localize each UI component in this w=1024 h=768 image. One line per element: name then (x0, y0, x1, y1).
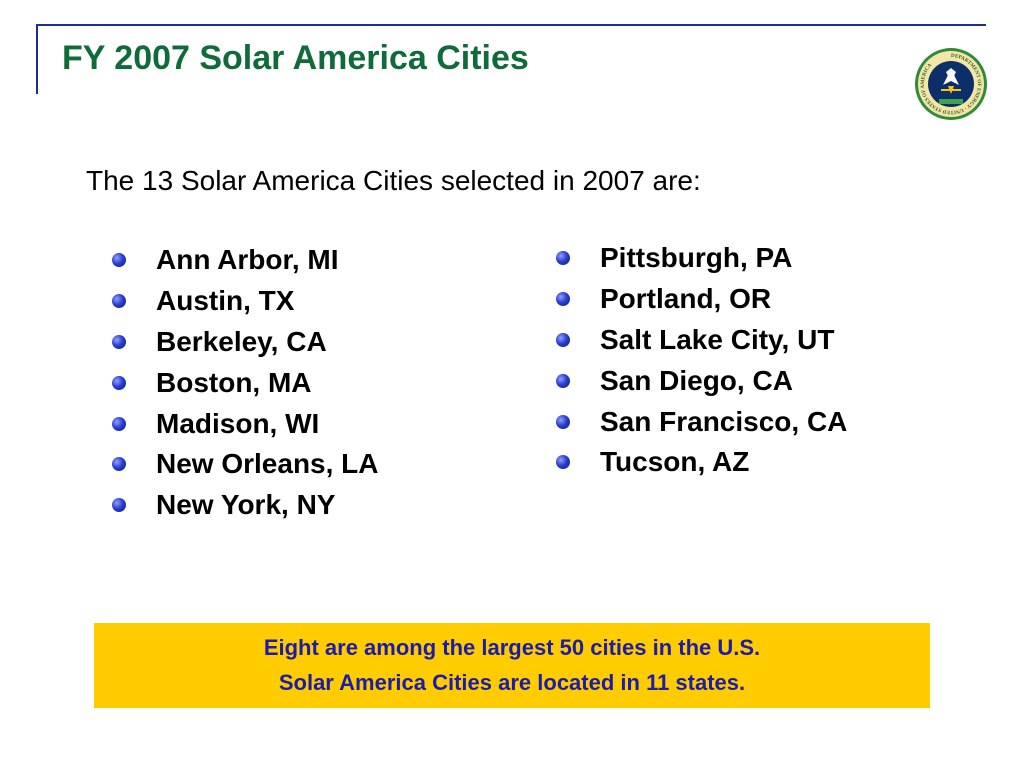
bullet-icon (112, 457, 126, 472)
list-item-city: San Francisco, CA (556, 401, 847, 442)
frame-top-rule (36, 24, 986, 26)
frame-left-rule (36, 24, 38, 94)
list-item-city: Tucson, AZ (556, 442, 847, 483)
bullet-icon (556, 414, 570, 429)
list-item-city: Ann Arbor, MI (112, 240, 379, 281)
bullet-icon (112, 253, 126, 268)
bullet-icon (112, 416, 126, 431)
city-name: Portland, OR (600, 283, 772, 315)
bullet-icon (556, 332, 570, 347)
city-name: New York, NY (156, 489, 336, 521)
highlight-note-box: Eight are among the largest 50 cities in… (94, 623, 930, 708)
city-list-left: Ann Arbor, MI Austin, TX Berkeley, CA Bo… (112, 240, 379, 526)
city-name: Madison, WI (156, 407, 320, 439)
note-line-states: Solar America Cities are located in 11 s… (278, 669, 746, 695)
list-item-city: Madison, WI (112, 403, 379, 444)
city-name: Ann Arbor, MI (156, 244, 339, 276)
list-item-city: Boston, MA (112, 362, 379, 403)
city-name: New Orleans, LA (156, 448, 379, 480)
list-item-city: New Orleans, LA (112, 444, 379, 485)
city-name: Boston, MA (156, 366, 312, 398)
city-name: San Diego, CA (600, 364, 793, 396)
list-item-city: Austin, TX (112, 281, 379, 322)
city-name: San Francisco, CA (600, 405, 848, 437)
bullet-icon (112, 294, 126, 309)
city-name: Pittsburgh, PA (600, 242, 793, 274)
note-line-largest-cities: Eight are among the largest 50 cities in… (263, 635, 761, 661)
city-name: Salt Lake City, UT (600, 323, 835, 355)
slide-title: FY 2007 Solar America Cities (62, 39, 529, 77)
list-item-city: Salt Lake City, UT (556, 320, 847, 361)
bullet-icon (112, 375, 126, 390)
bullet-icon (556, 251, 570, 266)
list-item-city: Pittsburgh, PA (556, 238, 847, 279)
bullet-icon (556, 292, 570, 307)
list-item-city: San Diego, CA (556, 360, 847, 401)
city-list-right: Pittsburgh, PA Portland, OR Salt Lake Ci… (556, 238, 847, 483)
list-item-city: New York, NY (112, 485, 379, 526)
bullet-icon (556, 455, 570, 470)
intro-text: The 13 Solar America Cities selected in … (86, 165, 701, 196)
city-name: Berkeley, CA (156, 325, 327, 357)
bullet-icon (112, 498, 126, 513)
list-item-city: Berkeley, CA (112, 322, 379, 363)
bullet-icon (112, 334, 126, 349)
city-name: Tucson, AZ (600, 446, 750, 478)
department-of-energy-seal-icon: DEPARTMENT OF ENERGY · UNITED STATES OF … (915, 48, 987, 120)
bullet-icon (556, 373, 570, 388)
city-name: Austin, TX (156, 285, 295, 317)
list-item-city: Portland, OR (556, 279, 847, 320)
